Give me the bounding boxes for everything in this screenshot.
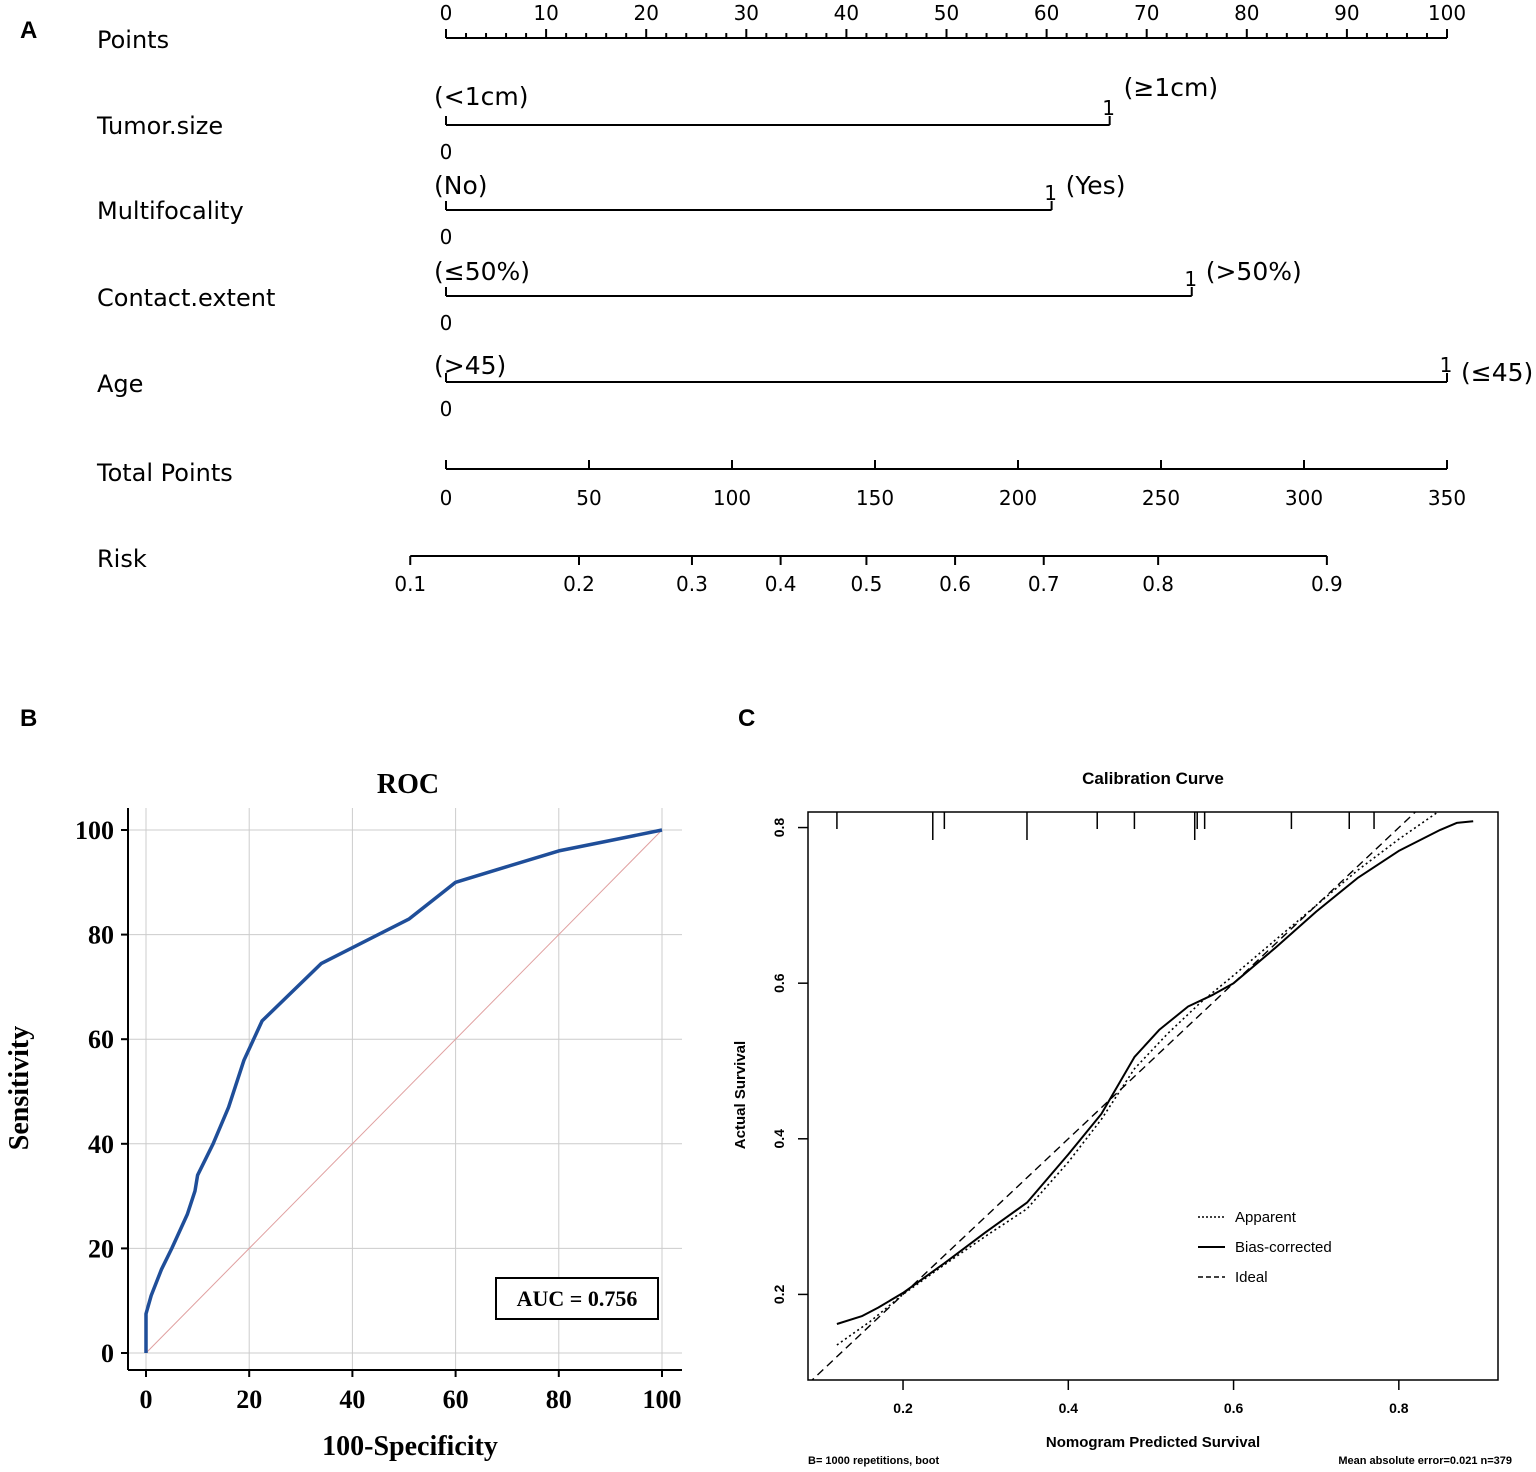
risk-tick-label: 0.8	[1142, 572, 1174, 596]
points-tick-label: 80	[1234, 1, 1259, 25]
calibration-series-apparent	[836, 812, 1440, 1346]
roc-title: ROC	[377, 769, 439, 800]
points-tick-label: 30	[734, 1, 759, 25]
risk-tick-label: 0.1	[394, 572, 426, 596]
roc-x-tick-label: 80	[546, 1385, 572, 1414]
total-points-tick-label: 50	[576, 486, 601, 510]
age-high-text: (≤45)	[1461, 358, 1533, 387]
roc-y-tick-label: 40	[88, 1130, 114, 1159]
contact-extent-low-value: 0	[440, 311, 453, 335]
total-points-tick-label: 200	[999, 486, 1037, 510]
points-tick-label: 70	[1134, 1, 1159, 25]
tumor-size-high-text: (≥1cm)	[1124, 73, 1218, 102]
panel-c-letter: C	[738, 705, 755, 732]
age-low-value: 0	[440, 397, 453, 421]
calibration-footnote-left: B= 1000 repetitions, boot	[808, 1455, 939, 1467]
tumor-size-low-value: 0	[440, 140, 453, 164]
points-tick-label: 60	[1034, 1, 1059, 25]
calibration-y-axis-label: Actual Survival	[732, 1041, 749, 1149]
roc-y-tick-label: 60	[88, 1025, 114, 1054]
multifocality-row-label: Multifocality	[97, 197, 244, 225]
panel-a-letter: A	[20, 17, 37, 44]
calibration-series-ideal	[811, 812, 1417, 1380]
total-points-row-label: Total Points	[96, 459, 233, 487]
roc-y-tick-label: 0	[101, 1339, 114, 1368]
total-points-tick-label: 300	[1285, 486, 1323, 510]
roc-y-tick-label: 20	[88, 1234, 114, 1263]
calibration-series-bias-corrected	[836, 820, 1474, 1325]
age-low-text: (>45)	[434, 351, 506, 380]
calibration-panel: Calibration Curve 0.2 0.4 0.6 0.8 0.2 0.4 0.6 0.…	[732, 769, 1512, 1467]
calibration-y-tick-label: 0.2	[771, 1284, 787, 1304]
calibration-plot-frame	[807, 811, 1499, 1381]
roc-reference-line	[145, 829, 663, 1354]
calibration-x-tick-label: 0.6	[1224, 1400, 1244, 1416]
risk-tick-label: 0.7	[1028, 572, 1060, 596]
points-tick-label: 10	[533, 1, 558, 25]
points-tick-label: 100	[1428, 1, 1466, 25]
calibration-x-axis-label: Nomogram Predicted Survival	[1046, 1434, 1260, 1451]
roc-auc-box	[495, 1277, 659, 1320]
roc-y-axis-label: Sensitivity	[4, 1026, 35, 1150]
points-tick-label: 90	[1334, 1, 1359, 25]
total-points-tick-label: 0	[440, 486, 453, 510]
roc-x-axis-label: 100-Specificity	[322, 1431, 498, 1462]
calibration-footnote-right: Mean absolute error=0.021 n=379	[1338, 1455, 1512, 1467]
calibration-y-tick-label: 0.4	[771, 1129, 787, 1149]
risk-tick-label: 0.6	[939, 572, 971, 596]
calibration-y-tick-label: 0.8	[771, 818, 787, 838]
tumor-size-low-text: (<1cm)	[434, 82, 528, 111]
contact-extent-low-text: (≤50%)	[434, 257, 530, 286]
calibration-x-tick-label: 0.8	[1389, 1400, 1409, 1416]
contact-extent-high-text: (>50%)	[1206, 257, 1302, 286]
roc-panel: ROC 0 20 40 60 80 100 0 20 40 60 80 100 100-Specifici…	[4, 769, 682, 1462]
contact-extent-row-label: Contact.extent	[97, 284, 275, 312]
multifocality-low-value: 0	[440, 225, 453, 249]
multifocality-high-text: (Yes)	[1066, 171, 1126, 200]
total-points-tick-label: 250	[1142, 486, 1180, 510]
risk-tick-label: 0.9	[1311, 572, 1343, 596]
age-high-value: 1	[1440, 353, 1453, 377]
points-tick-label: 40	[834, 1, 859, 25]
roc-x-tick-label: 0	[140, 1385, 153, 1414]
points-tick-label: 0	[440, 1, 453, 25]
multifocality-high-value: 1	[1044, 181, 1057, 205]
panel-b-letter: B	[20, 705, 37, 732]
roc-x-tick-label: 20	[236, 1385, 262, 1414]
risk-tick-label: 0.2	[563, 572, 595, 596]
risk-tick-label: 0.3	[676, 572, 708, 596]
roc-x-tick-label: 60	[443, 1385, 469, 1414]
calibration-title: Calibration Curve	[1082, 769, 1224, 788]
roc-y-tick-label: 80	[88, 921, 114, 950]
tumor-size-high-value: 1	[1102, 96, 1115, 120]
points-tick-label: 50	[934, 1, 959, 25]
points-row-label: Points	[97, 26, 169, 54]
roc-auc-label: AUC = 0.756	[517, 1286, 638, 1311]
tumor-size-row-label: Tumor.size	[96, 112, 223, 140]
risk-tick-label: 0.4	[765, 572, 797, 596]
total-points-tick-label: 150	[856, 486, 894, 510]
contact-extent-high-value: 1	[1184, 267, 1197, 291]
roc-x-tick-label: 40	[339, 1385, 365, 1414]
calibration-legend-label: Apparent	[1235, 1209, 1297, 1226]
calibration-y-tick-label: 0.6	[771, 973, 787, 993]
calibration-x-tick-label: 0.2	[893, 1400, 913, 1416]
multifocality-low-text: (No)	[434, 171, 488, 200]
age-row-label: Age	[97, 370, 143, 398]
total-points-tick-label: 100	[713, 486, 751, 510]
risk-row-label: Risk	[97, 545, 147, 573]
roc-y-tick-label: 100	[75, 816, 114, 845]
risk-tick-label: 0.5	[851, 572, 883, 596]
total-points-tick-label: 350	[1428, 486, 1466, 510]
points-tick-label: 20	[633, 1, 658, 25]
calibration-x-tick-label: 0.4	[1059, 1400, 1079, 1416]
calibration-legend-label: Ideal	[1235, 1269, 1268, 1286]
roc-curve	[144, 828, 663, 1353]
roc-x-tick-label: 100	[643, 1385, 682, 1414]
calibration-legend-label: Bias-corrected	[1235, 1239, 1332, 1256]
